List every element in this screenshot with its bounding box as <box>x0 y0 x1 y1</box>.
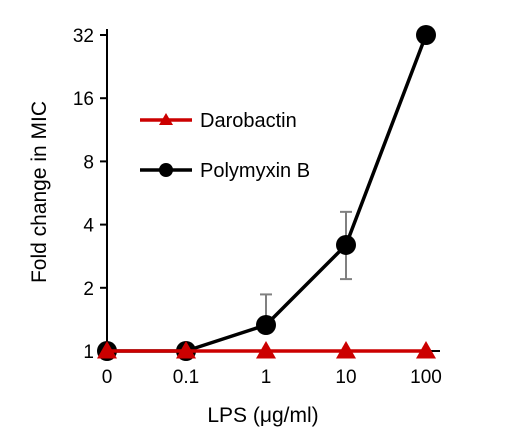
y-axis-title: Fold change in MIC <box>28 101 51 283</box>
y-tick-label: 8 <box>83 152 94 173</box>
x-tick-label: 0 <box>102 367 113 388</box>
y-tick-label: 1 <box>83 342 94 363</box>
data-point-darobactin <box>336 341 356 359</box>
data-point-darobactin <box>256 341 276 359</box>
legend: Darobactin Polymyxin B <box>140 110 310 182</box>
x-axis-title: LPS (μg/ml) <box>207 404 318 427</box>
x-tick-label: 10 <box>335 367 356 388</box>
legend-marker-shape <box>159 113 173 125</box>
data-point-polymyxin-b <box>416 25 436 45</box>
data-point-polymyxin-b <box>336 234 356 255</box>
data-point-darobactin <box>176 341 196 359</box>
x-tick-label: 0.1 <box>173 367 199 388</box>
y-tick-label: 2 <box>83 279 94 300</box>
legend-marker-polymyxin-b <box>159 163 173 177</box>
series-polymyxin-b <box>97 25 436 361</box>
data-point-darobactin <box>97 341 117 359</box>
axes <box>106 29 440 352</box>
y-tick-label: 16 <box>73 89 94 110</box>
legend-label-polymyxin-b: Polymyxin B <box>200 160 310 182</box>
y-tick-label: 4 <box>83 216 94 237</box>
legend-marker-shape <box>159 163 173 177</box>
y-tick-label: 32 <box>73 26 94 47</box>
x-tick-label: 1 <box>261 367 272 388</box>
legend-label-darobactin: Darobactin <box>200 110 297 132</box>
series-darobactin <box>97 341 436 359</box>
legend-marker-darobactin <box>159 113 173 125</box>
x-tick-label: 100 <box>410 367 442 388</box>
data-point-polymyxin-b <box>256 314 276 335</box>
data-point-darobactin <box>416 341 436 359</box>
series-layer <box>97 25 436 361</box>
y-axis-ticks: 1 2 4 8 16 32 <box>73 26 107 363</box>
